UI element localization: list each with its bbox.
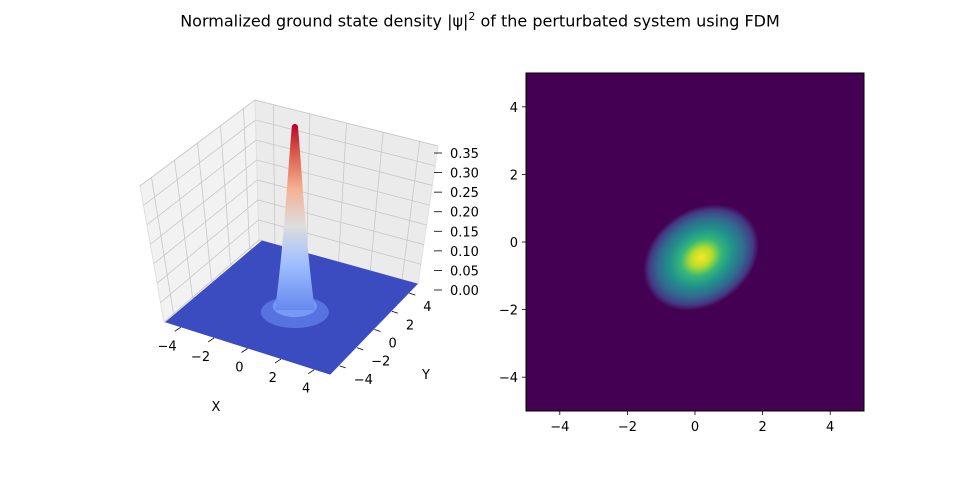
- x-tick-label: −2: [618, 420, 637, 435]
- heatmap-peak: [643, 204, 759, 311]
- y-axis-label: Y: [421, 368, 430, 383]
- x-tick-label: −2: [191, 350, 210, 365]
- grid-line: [151, 177, 174, 314]
- y-tick-label: −4: [354, 373, 373, 388]
- y-tick-label: −2: [371, 355, 390, 370]
- x-tick-label: −4: [158, 339, 177, 354]
- grid-line: [243, 108, 250, 249]
- x-tick-label: 0: [235, 361, 243, 376]
- x-tick-label: 4: [302, 382, 310, 397]
- grid-line: [160, 219, 421, 303]
- y-tick-mark: [391, 310, 399, 314]
- x-tick-label: 2: [269, 371, 277, 386]
- grid-line: [197, 142, 212, 282]
- y-tick-mark: [356, 347, 364, 351]
- grid-line: [146, 139, 433, 226]
- grid-line: [306, 113, 311, 254]
- grid-line: [401, 141, 421, 280]
- y-tick-label: 2: [510, 168, 518, 183]
- z-tick-label: 0.05: [450, 264, 479, 279]
- x-tick-mark: [174, 326, 181, 332]
- heatmap-axes: −4 −4 −2 −2 0 0 2 2 4 4: [499, 72, 865, 435]
- grid-line: [174, 160, 193, 298]
- grid-line: [153, 179, 427, 265]
- y-tick-label: 0: [510, 236, 518, 251]
- x-tick-label: −4: [550, 420, 569, 435]
- x-tick-mark: [308, 369, 315, 375]
- x-tick-mark: [207, 337, 215, 343]
- grid-line: [156, 199, 424, 284]
- x-tick-mark: [274, 358, 282, 364]
- grid-line: [369, 132, 384, 271]
- z-tick-label: 0.00: [450, 284, 479, 299]
- y-tick-label: 2: [406, 318, 414, 333]
- surface-peak: [274, 123, 315, 311]
- x-tick-mark: [241, 348, 248, 353]
- x-tick-label: 2: [758, 420, 766, 435]
- y-tick-mark: [339, 365, 346, 369]
- z-tick-label: 0.35: [450, 147, 479, 162]
- grid-line: [143, 119, 436, 206]
- z-tick-label: 0.15: [450, 225, 479, 240]
- y-tick-mark: [409, 292, 416, 296]
- grid-line: [139, 99, 439, 187]
- surface-3d-axes: −4−2024X−4−2024Y0.000.050.100.150.200.25…: [139, 99, 479, 415]
- z-tick-label: 0.30: [450, 167, 479, 182]
- grid-line: [220, 125, 231, 265]
- y-tick-label: −2: [499, 304, 518, 319]
- grid-line: [338, 122, 347, 263]
- z-tick-label: 0.25: [450, 186, 479, 201]
- y-tick-label: 4: [510, 101, 518, 116]
- grid-line: [272, 104, 276, 245]
- x-tick-label: 0: [691, 420, 699, 435]
- z-tick-label: 0.20: [450, 206, 479, 221]
- y-tick-label: 4: [423, 300, 431, 315]
- y-tick-label: 0: [389, 337, 397, 352]
- y-tick-mark: [374, 329, 381, 332]
- grid-line: [150, 159, 430, 245]
- z-tick-label: 0.10: [450, 245, 479, 260]
- heatmap-content: [643, 204, 759, 311]
- y-tick-label: −4: [499, 371, 518, 386]
- figure-title: Normalized ground state density |ψ|2 of …: [180, 10, 780, 31]
- x-tick-label: 4: [826, 420, 834, 435]
- x-axis-label: X: [212, 400, 221, 415]
